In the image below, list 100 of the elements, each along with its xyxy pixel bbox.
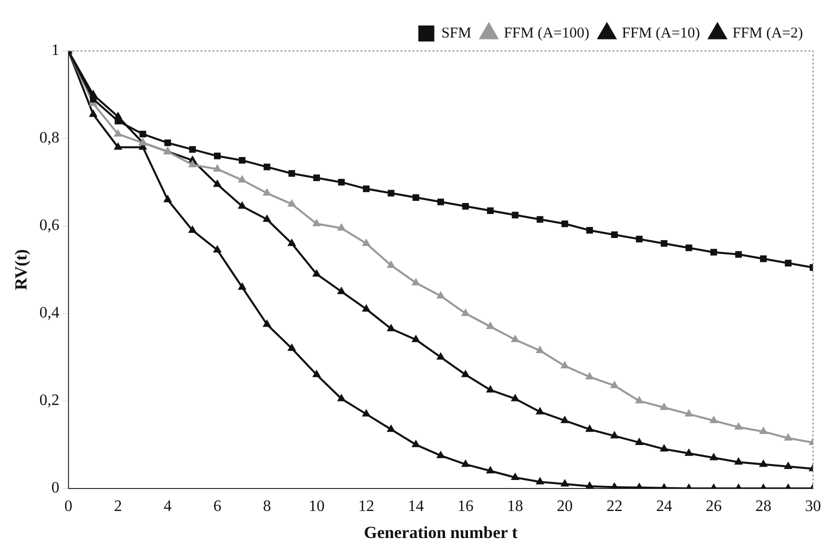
point (362, 304, 370, 312)
point (486, 322, 494, 330)
point (611, 231, 618, 238)
point (288, 238, 296, 246)
point (262, 188, 271, 196)
point (560, 416, 569, 424)
point (387, 324, 396, 332)
point (337, 224, 346, 231)
point (362, 410, 370, 417)
point (784, 434, 792, 441)
point (462, 460, 470, 467)
point (238, 157, 246, 164)
point (536, 216, 544, 223)
point (660, 444, 668, 452)
point (684, 448, 693, 456)
point (586, 227, 593, 234)
point (140, 130, 146, 138)
x-tick-label: 12 (358, 498, 374, 516)
x-tick-label: 2 (114, 498, 122, 516)
point (560, 361, 569, 368)
point (735, 251, 742, 258)
y-tick-label: 0,8 (39, 130, 60, 147)
point (114, 142, 122, 150)
point (686, 244, 692, 252)
point (759, 427, 768, 434)
point (337, 287, 346, 294)
point (338, 178, 345, 186)
legend-label: FFM (A=10) (622, 25, 700, 42)
point (636, 236, 643, 242)
point (189, 146, 196, 153)
point (560, 480, 569, 487)
x-tick-label: 24 (656, 498, 672, 516)
x-tick-label: 10 (308, 498, 325, 516)
point (313, 174, 320, 182)
legend-label: FFM (A=2) (732, 25, 804, 42)
point (512, 212, 518, 218)
y-tick-label: 0,2 (39, 392, 60, 410)
x-tick-label: 0 (64, 498, 72, 516)
point (288, 170, 296, 177)
point (437, 198, 444, 206)
point (760, 255, 767, 262)
point (387, 260, 396, 268)
point (462, 370, 470, 378)
point (312, 270, 321, 277)
y-tick-label: 0,6 (39, 217, 60, 234)
point (710, 453, 718, 460)
x-tick-label: 30 (805, 498, 821, 516)
point (312, 370, 321, 378)
point (188, 226, 196, 233)
point (487, 207, 494, 214)
point (710, 416, 718, 424)
x-axis-title: Generation number t (364, 523, 518, 542)
x-tick-label: 4 (164, 498, 172, 516)
point (734, 458, 743, 465)
legend-label: SFM (441, 25, 472, 42)
point (412, 278, 420, 286)
point (262, 214, 271, 222)
x-tick-label: 20 (556, 498, 573, 516)
point (635, 438, 644, 445)
point (214, 152, 221, 160)
point (213, 180, 222, 187)
point (262, 320, 271, 327)
point (511, 335, 520, 342)
x-tick-label: 18 (507, 498, 524, 516)
point (710, 248, 718, 256)
point (734, 422, 743, 430)
point (387, 424, 396, 432)
point (238, 176, 246, 183)
point (412, 335, 420, 342)
x-tick-label: 28 (755, 498, 772, 516)
x-tick-label: 26 (706, 498, 722, 516)
point (89, 110, 98, 117)
point (610, 381, 618, 388)
point (164, 195, 172, 202)
point (264, 164, 270, 170)
point (90, 96, 97, 102)
point (610, 431, 618, 438)
point (288, 200, 296, 207)
point (362, 185, 370, 192)
point (436, 451, 445, 458)
y-axis-title: RV(t) (12, 249, 31, 290)
point (784, 260, 792, 266)
point (436, 352, 445, 360)
point (561, 220, 568, 228)
point (586, 424, 594, 432)
x-tick-label: 16 (458, 498, 474, 516)
point (412, 440, 420, 448)
point (486, 385, 494, 392)
point (238, 282, 246, 290)
point (536, 346, 544, 354)
point (362, 238, 370, 246)
x-tick-label: 6 (213, 498, 222, 516)
point (511, 394, 520, 402)
x-tick-label: 8 (262, 498, 271, 516)
point (164, 140, 172, 146)
point (660, 240, 668, 247)
point (635, 396, 644, 404)
point (114, 130, 122, 137)
point (536, 477, 544, 484)
point (412, 194, 420, 201)
